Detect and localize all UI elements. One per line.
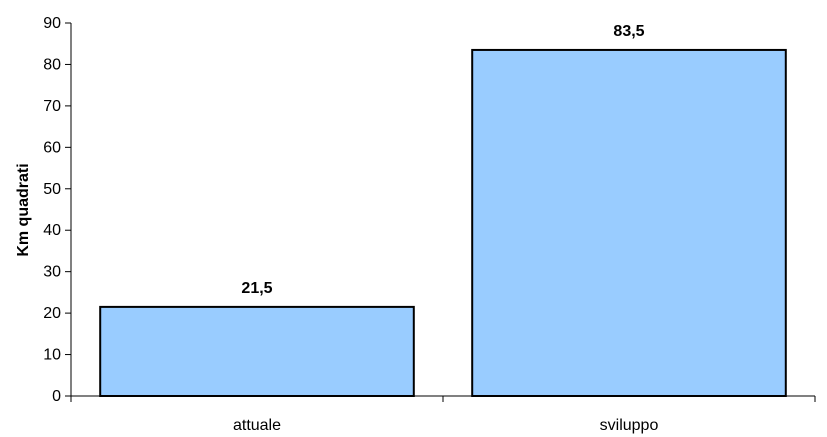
bar-sviluppo bbox=[471, 48, 787, 397]
y-axis-title: Km quadrati bbox=[15, 163, 32, 256]
bar-attuale bbox=[99, 305, 415, 397]
y-tick-label: 30 bbox=[43, 264, 61, 281]
x-tick-label-sviluppo: sviluppo bbox=[600, 417, 659, 434]
y-tick-label: 10 bbox=[43, 347, 61, 364]
y-tick-label: 40 bbox=[43, 222, 61, 239]
y-tick-label: 20 bbox=[43, 305, 61, 322]
y-tick-label: 80 bbox=[43, 56, 61, 73]
y-tick-label: 90 bbox=[43, 15, 61, 32]
data-label-attuale: 21,5 bbox=[241, 280, 272, 297]
data-label-sviluppo: 83,5 bbox=[613, 23, 644, 40]
x-tick-label-attuale: attuale bbox=[233, 417, 281, 434]
plot-area: 0 10 20 30 40 50 60 70 80 90 21,5 attuale 83,5 svilup… bbox=[43, 15, 816, 434]
y-tick-label: 50 bbox=[43, 181, 61, 198]
y-tick-label: 70 bbox=[43, 98, 61, 115]
y-tick-label: 60 bbox=[43, 139, 61, 156]
y-tick-label: 0 bbox=[52, 388, 61, 405]
